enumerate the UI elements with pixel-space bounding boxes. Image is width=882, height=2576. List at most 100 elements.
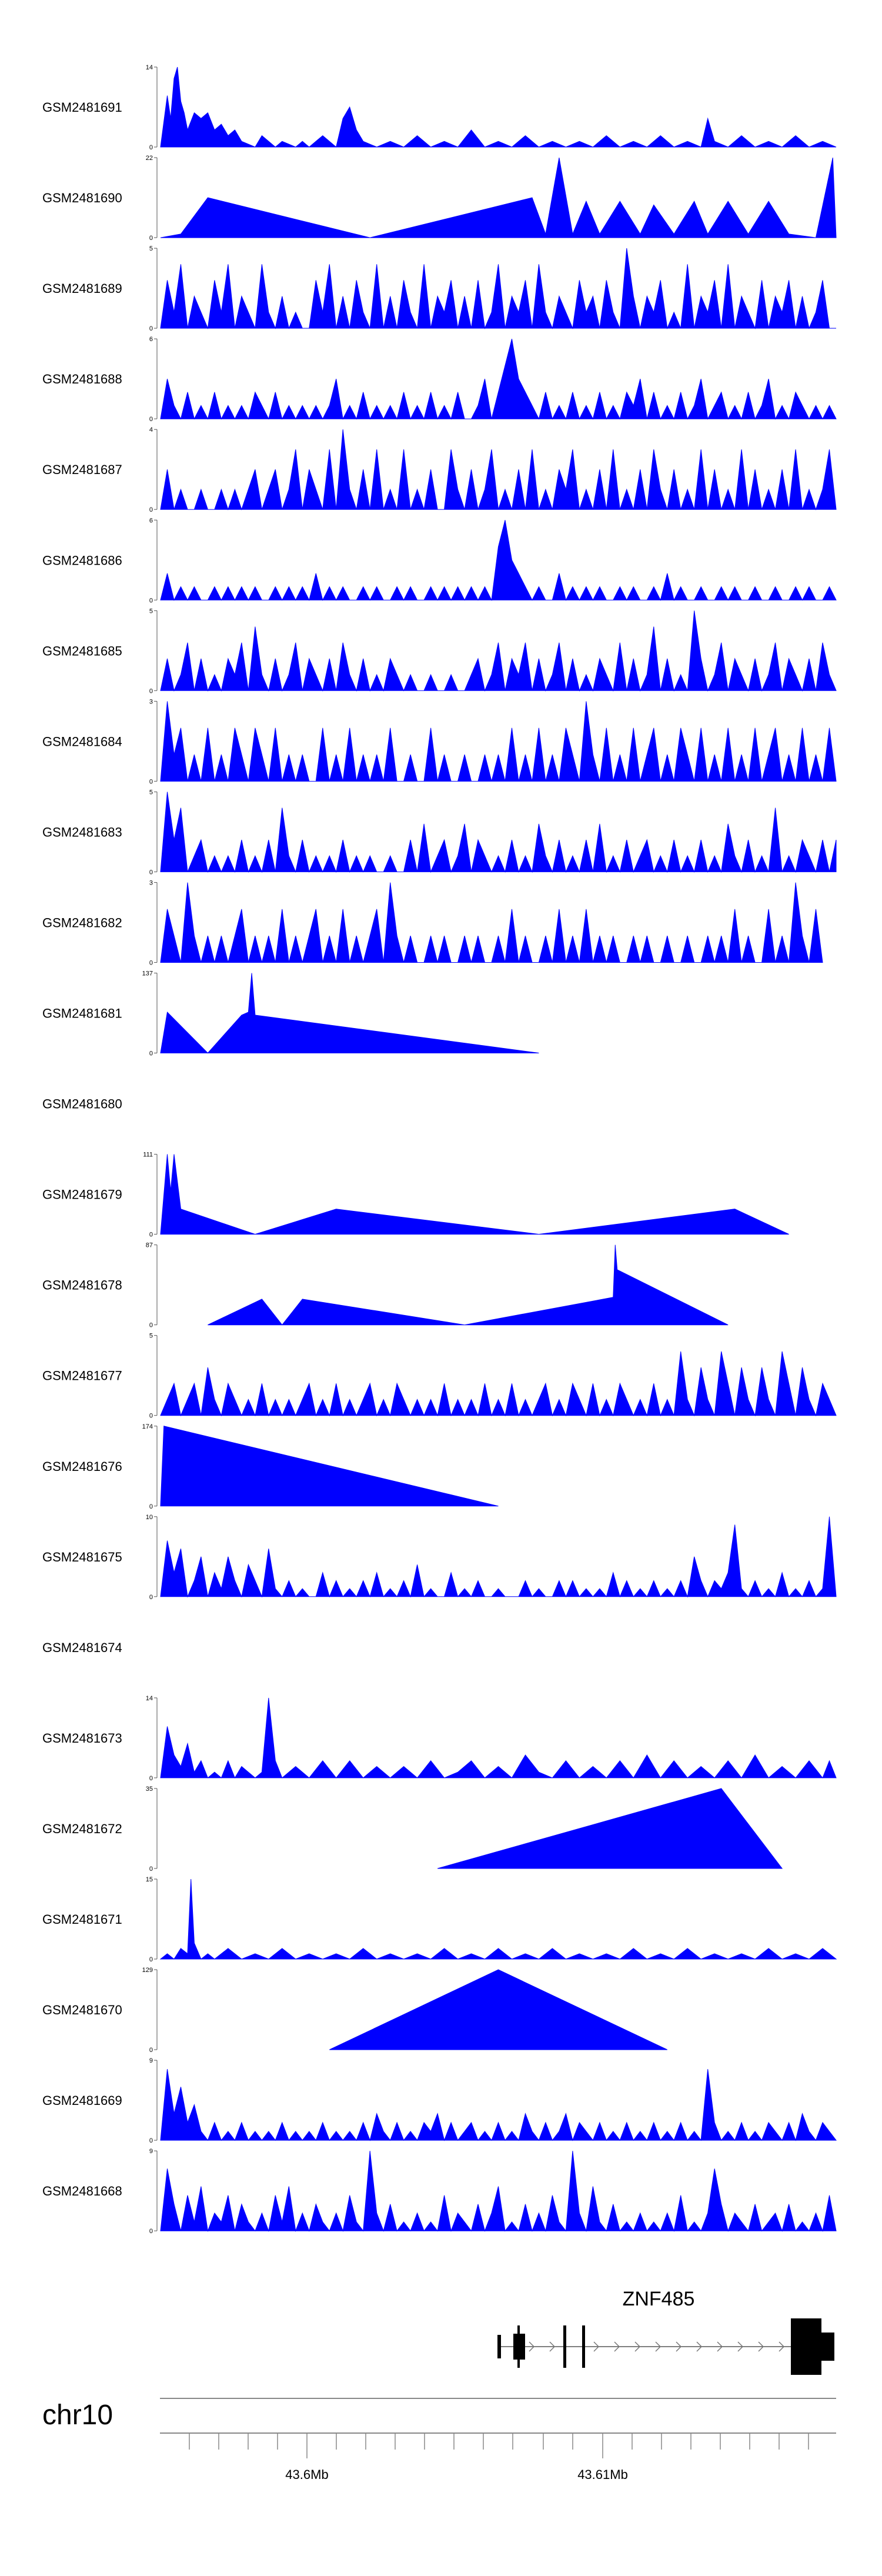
- y-tick-min-label: 0: [149, 1232, 153, 1239]
- y-tick-min-label: 0: [149, 2047, 153, 2054]
- coverage-area: [208, 1244, 729, 1326]
- track-label: GSM2481668: [42, 2184, 122, 2198]
- y-tick-min-label: 0: [149, 506, 153, 513]
- y-tick-max-label: 22: [146, 155, 153, 162]
- coverage-area: [160, 2069, 837, 2141]
- track-GSM2481681: GSM2481681 137 0: [42, 970, 539, 1057]
- track-label: GSM2481691: [42, 100, 122, 115]
- gene-track: ZNF485: [497, 2288, 834, 2375]
- strand-chevron: [614, 2341, 620, 2352]
- track-GSM2481669: GSM2481669 9 0: [42, 2057, 837, 2144]
- y-tick-max-label: 6: [149, 336, 153, 343]
- track-GSM2481671: GSM2481671 15 0: [42, 1876, 837, 1963]
- coverage-area: [160, 1697, 837, 1779]
- coverage-area: [160, 2151, 837, 2233]
- coverage-area: [160, 66, 837, 148]
- track-GSM2481668: GSM2481668 9 0: [42, 2148, 837, 2235]
- y-tick-min-label: 0: [149, 1594, 153, 1601]
- strand-chevron: [779, 2341, 785, 2352]
- track-GSM2481684: GSM2481684 3 0: [42, 698, 837, 785]
- track-GSM2481678: GSM2481678 87 0: [42, 1242, 729, 1329]
- coverage-area: [329, 1969, 668, 2050]
- track-label: GSM2481690: [42, 191, 122, 205]
- track-GSM2481676: GSM2481676 174 0: [42, 1423, 499, 1510]
- track-label: GSM2481669: [42, 2093, 122, 2108]
- y-tick-min-label: 0: [149, 1413, 153, 1420]
- y-tick-max-label: 3: [149, 880, 153, 887]
- y-tick-min-label: 0: [149, 325, 153, 332]
- y-tick-min-label: 0: [149, 960, 153, 967]
- y-tick-max-label: 15: [146, 1876, 153, 1883]
- y-tick-min-label: 0: [149, 416, 153, 423]
- strand-chevron: [717, 2341, 723, 2352]
- exon-5: [582, 2325, 585, 2368]
- track-GSM2481679: GSM2481679 111 0: [42, 1152, 789, 1239]
- track-label: GSM2481678: [42, 1278, 122, 1293]
- y-tick-max-label: 111: [143, 1152, 153, 1159]
- y-tick-max-label: 137: [142, 970, 153, 977]
- track-GSM2481675: GSM2481675 10 0: [42, 1514, 837, 1601]
- coverage-area: [160, 792, 837, 873]
- track-label: GSM2481689: [42, 281, 122, 296]
- y-tick-min-label: 0: [149, 778, 153, 785]
- y-tick-max-label: 9: [149, 2057, 153, 2064]
- y-tick-max-label: 5: [149, 608, 153, 615]
- coverage-area: [437, 1788, 783, 1869]
- exon-7: [821, 2333, 834, 2361]
- track-label: GSM2481683: [42, 825, 122, 839]
- y-tick-max-label: 5: [149, 789, 153, 796]
- y-tick-max-label: 3: [149, 698, 153, 705]
- strand-chevron: [758, 2341, 764, 2352]
- track-GSM2481673: GSM2481673 14 0: [42, 1695, 837, 1782]
- coverage-area: [160, 1516, 837, 1598]
- y-tick-max-label: 4: [149, 426, 153, 433]
- strand-chevron: [634, 2341, 641, 2352]
- coverage-area: [160, 1351, 837, 1417]
- coverage-area: [160, 157, 837, 238]
- strand-chevron: [549, 2341, 556, 2352]
- strand-chevron: [529, 2341, 535, 2352]
- axis-ticks: [189, 2433, 809, 2458]
- exon-1: [497, 2335, 501, 2358]
- track-GSM2481690: GSM2481690 22 0: [42, 155, 837, 242]
- chromosome-track: chr10 43.6Mb 43.61Mb: [42, 2398, 836, 2482]
- track-GSM2481670: GSM2481670 129 0: [42, 1967, 668, 2054]
- track-GSM2481674: GSM2481674: [42, 1640, 122, 1655]
- coverage-area: [160, 701, 837, 782]
- track-label: GSM2481686: [42, 553, 122, 568]
- gene-label: ZNF485: [623, 2288, 695, 2310]
- strand-chevron: [696, 2341, 703, 2352]
- track-GSM2481680: GSM2481680: [42, 1097, 122, 1112]
- coverage-area: [160, 429, 837, 510]
- exon-4: [563, 2325, 566, 2368]
- coverage-area: [160, 610, 837, 692]
- y-tick-min-label: 0: [149, 1956, 153, 1963]
- track-label: GSM2481688: [42, 372, 122, 386]
- track-label: GSM2481677: [42, 1369, 122, 1383]
- y-tick-max-label: 14: [146, 64, 153, 71]
- y-tick-min-label: 0: [149, 869, 153, 876]
- track-label: GSM2481675: [42, 1550, 122, 1564]
- y-tick-max-label: 35: [146, 1786, 153, 1793]
- strand-chevron: [737, 2341, 744, 2352]
- y-tick-min-label: 0: [149, 2137, 153, 2144]
- y-tick-max-label: 174: [142, 1423, 153, 1430]
- y-tick-max-label: 5: [149, 1333, 153, 1340]
- track-GSM2481685: GSM2481685 5 0: [42, 608, 837, 695]
- tracks-layer: GSM2481691140GSM2481690220GSM248168950GS…: [42, 64, 837, 2235]
- coverage-area: [160, 882, 823, 963]
- track-label: GSM2481687: [42, 462, 122, 477]
- track-label: GSM2481682: [42, 916, 122, 930]
- gene-strand-arrows: [529, 2341, 785, 2352]
- track-GSM2481687: GSM2481687 4 0: [42, 426, 837, 513]
- y-tick-max-label: 5: [149, 245, 153, 252]
- coverage-area: [160, 1426, 499, 1507]
- y-tick-min-label: 0: [149, 597, 153, 604]
- y-tick-min-label: 0: [149, 1775, 153, 1782]
- coverage-area: [160, 1154, 789, 1235]
- y-tick-min-label: 0: [149, 1866, 153, 1873]
- track-label: GSM2481670: [42, 2003, 122, 2017]
- y-tick-min-label: 0: [149, 2228, 153, 2235]
